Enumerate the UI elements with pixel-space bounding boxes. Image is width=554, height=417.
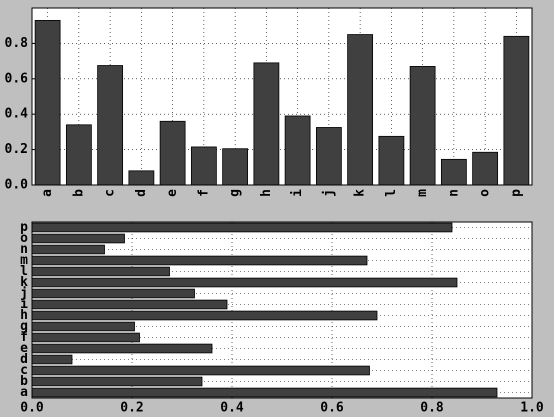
x-tick-label: c [103, 189, 118, 197]
bar [34, 19, 61, 186]
x-tick-label: 0.4 [220, 401, 244, 416]
bar [409, 66, 436, 186]
y-tick-label: 0.4 [5, 107, 29, 122]
bar [503, 35, 530, 186]
bar [31, 255, 368, 266]
y-tick-label: 0.8 [5, 36, 29, 51]
x-tick-label: g [228, 189, 243, 197]
bar [315, 127, 342, 186]
x-tick-label: a [40, 189, 55, 197]
y-tick-label: h [20, 308, 28, 323]
y-tick-label: g [20, 319, 28, 334]
bar [31, 222, 453, 233]
plot-frame [31, 221, 533, 399]
bar [31, 233, 125, 244]
x-tick-label: i [290, 189, 305, 197]
x-tick-label: e [165, 189, 180, 197]
bar [97, 65, 124, 186]
bar [31, 244, 105, 255]
bar [31, 365, 370, 376]
x-tick-label: 0.6 [320, 401, 344, 416]
bar [31, 288, 195, 299]
x-tick-label: f [196, 189, 211, 197]
y-tick-label: m [20, 253, 28, 268]
bar [31, 343, 213, 354]
x-tick-label: o [478, 189, 493, 197]
y-tick-label: i [20, 297, 28, 312]
x-tick-label: j [321, 189, 336, 197]
y-tick-label: c [20, 363, 28, 378]
x-tick-label: 0.2 [120, 401, 143, 416]
bar [159, 120, 186, 186]
x-tick-label: p [509, 189, 524, 197]
x-tick-label: n [446, 189, 461, 197]
bar [31, 376, 203, 387]
x-tick-label: d [134, 189, 149, 197]
y-tick-label: f [20, 330, 28, 345]
y-tick-label: 0.0 [5, 178, 29, 193]
y-tick-label: d [20, 352, 28, 367]
bar [31, 354, 73, 365]
bar [284, 115, 311, 186]
y-tick-label: b [20, 374, 28, 389]
y-tick-label: p [20, 220, 28, 235]
y-tick-label: l [20, 264, 28, 279]
bar [222, 148, 249, 186]
bar [31, 299, 228, 310]
x-tick-label: m [415, 189, 430, 197]
plot-frame [31, 7, 533, 186]
bar [65, 124, 92, 186]
x-tick-label: h [259, 189, 274, 197]
bar [378, 135, 405, 186]
x-tick-label: k [353, 189, 368, 197]
y-tick-label: 0.2 [5, 142, 28, 157]
bar [128, 170, 155, 186]
y-tick-label: e [20, 341, 28, 356]
y-tick-label: k [20, 275, 28, 290]
bar [347, 34, 374, 186]
y-tick-label: 0.6 [5, 71, 29, 86]
bar [253, 62, 280, 186]
bar [31, 332, 140, 343]
bar [190, 146, 217, 186]
bar [31, 310, 378, 321]
y-tick-label: j [20, 286, 28, 301]
bar [31, 266, 170, 277]
bar [472, 151, 499, 186]
x-tick-label: l [384, 189, 399, 197]
x-tick-label: 1.0 [520, 401, 544, 416]
x-tick-label: 0.0 [20, 401, 44, 416]
y-tick-label: a [20, 385, 28, 400]
y-tick-label: n [20, 242, 28, 257]
bar [31, 277, 458, 288]
bar [31, 321, 135, 332]
x-tick-label: b [71, 189, 86, 197]
bar [31, 387, 498, 398]
bar [440, 158, 467, 186]
x-tick-label: 0.8 [420, 401, 444, 416]
y-tick-label: o [20, 231, 28, 246]
